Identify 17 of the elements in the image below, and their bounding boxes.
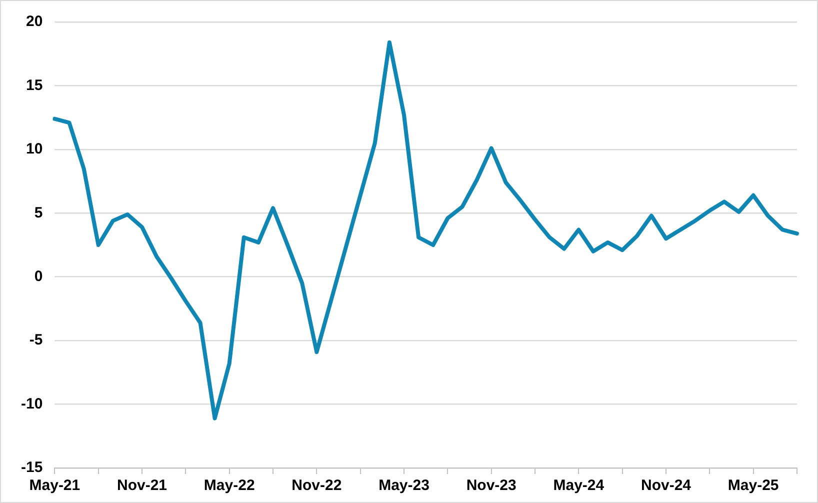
x-tick-label: Nov-24 xyxy=(640,477,692,494)
y-tick-label: 0 xyxy=(34,268,43,285)
y-tick-label: 10 xyxy=(26,140,43,158)
y-tick-label: -5 xyxy=(29,332,43,349)
x-tick-label: May-25 xyxy=(728,477,779,494)
y-tick-label: -10 xyxy=(20,395,43,412)
y-tick-label: -15 xyxy=(20,459,43,476)
y-tick-label: 5 xyxy=(34,204,43,222)
y-tick-label: 20 xyxy=(26,13,43,30)
y-tick-label: 15 xyxy=(26,76,43,94)
x-tick-label: May-24 xyxy=(553,477,605,494)
x-tick-label: May-23 xyxy=(378,477,430,494)
x-tick-label: Nov-21 xyxy=(116,477,168,494)
x-tick-label: Nov-22 xyxy=(292,477,342,494)
x-tick-label: Nov-23 xyxy=(466,477,516,494)
x-tick-label: May-21 xyxy=(29,477,80,494)
x-tick-label: May-22 xyxy=(204,477,255,494)
